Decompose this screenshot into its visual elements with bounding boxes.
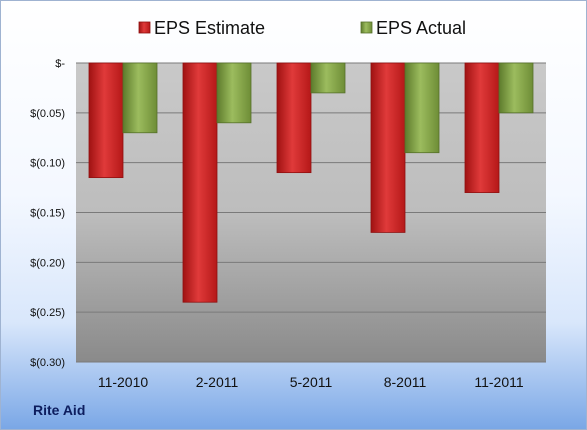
bar-eps-actual — [216, 62, 252, 124]
bar-eps-estimate — [182, 62, 218, 303]
x-tick-label: 11-2011 — [474, 374, 524, 390]
y-axis-ticks: $- $(0.05) $(0.10) $(0.15) $(0.20) $(0.25) $(0… — [30, 58, 65, 369]
legend: EPS Estimate EPS Actual — [138, 18, 466, 38]
bar-eps-actual — [404, 62, 440, 154]
y-tick-label: $(0.10) — [30, 158, 65, 170]
company-name: Rite Aid — [33, 402, 86, 418]
x-tick-label: 2-2011 — [196, 374, 239, 390]
y-tick-label: $(0.05) — [30, 108, 65, 120]
bar-eps-estimate — [88, 62, 124, 179]
x-tick-label: 11-2010 — [98, 374, 149, 390]
y-tick-label: $(0.20) — [30, 257, 65, 269]
bar-eps-estimate — [464, 62, 500, 193]
legend-label-eps-actual: EPS Actual — [376, 18, 466, 38]
legend-label-eps-estimate: EPS Estimate — [154, 18, 265, 38]
legend-swatch-eps-actual — [360, 21, 373, 34]
y-tick-label: $(0.30) — [30, 357, 65, 369]
y-tick-label: $(0.15) — [30, 208, 65, 220]
bar-eps-estimate — [370, 62, 406, 233]
x-axis-ticks: 11-2010 2-2011 5-2011 8-2011 11-2011 — [98, 374, 524, 390]
bar-eps-actual — [310, 62, 346, 94]
y-tick-label: $- — [55, 58, 65, 70]
bar-eps-estimate — [276, 62, 312, 174]
legend-swatch-eps-estimate — [138, 21, 151, 34]
x-tick-label: 5-2011 — [290, 374, 333, 390]
bar-eps-actual — [498, 62, 534, 114]
bar-eps-actual — [122, 62, 158, 134]
y-tick-label: $(0.25) — [30, 307, 65, 319]
x-tick-label: 8-2011 — [384, 374, 427, 390]
bars — [88, 62, 534, 303]
